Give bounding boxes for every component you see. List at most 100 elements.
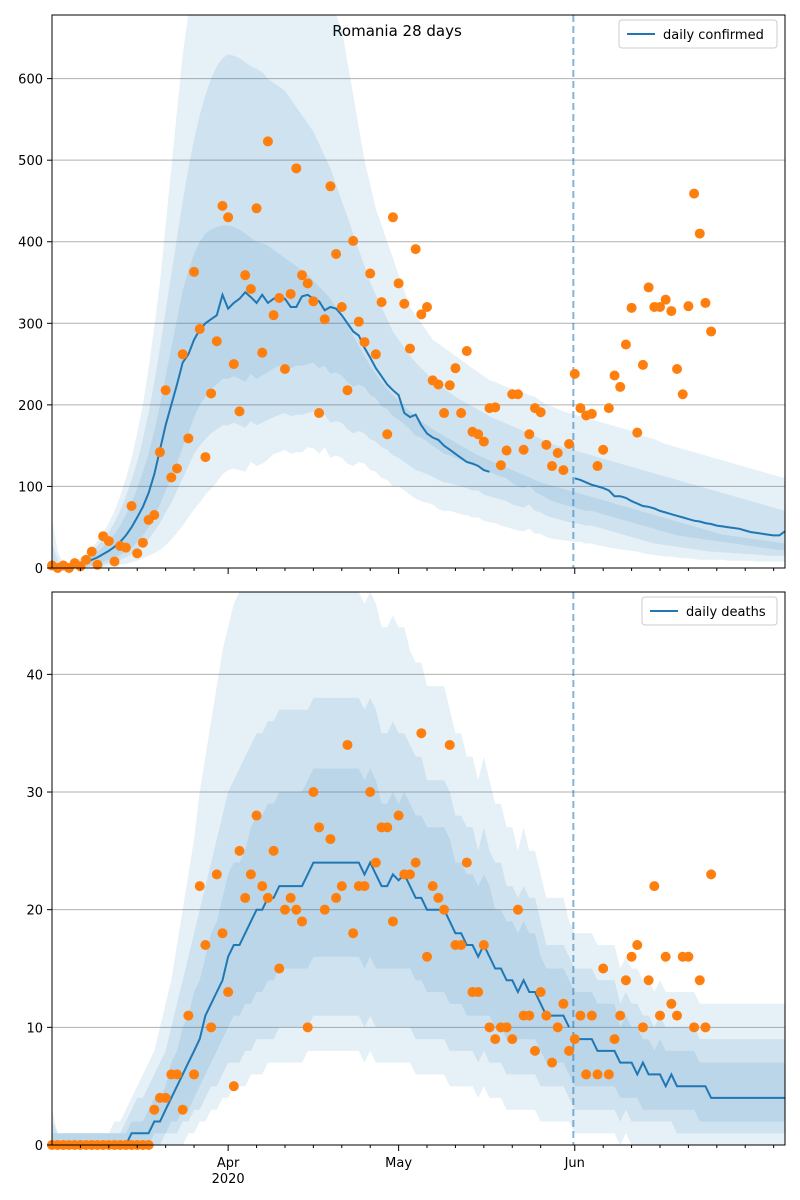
deaths-data-point <box>564 1045 575 1056</box>
deaths-data-point <box>200 939 211 950</box>
confirmed-data-point <box>194 324 205 335</box>
confirmed-data-point <box>120 542 131 553</box>
y-tick-label: 600 <box>18 73 43 88</box>
confirmed-data-point <box>137 537 148 548</box>
confirmed-data-point <box>564 439 575 450</box>
deaths-data-point <box>314 822 325 833</box>
confirmed-data-point <box>433 379 444 390</box>
confirmed-data-point <box>353 316 364 327</box>
confirmed-panel: 0 100 200 300 400 500 600 daily confirmed <box>18 14 786 577</box>
deaths-data-point <box>512 904 523 915</box>
confirmed-data-point <box>586 408 597 419</box>
confirmed-data-point <box>262 136 273 147</box>
deaths-data-point <box>427 881 438 892</box>
y-tick-label: 100 <box>18 480 43 495</box>
confirmed-data-point <box>439 408 450 419</box>
deaths-data-point <box>228 1081 239 1092</box>
deaths-data-point <box>654 1010 665 1021</box>
confirmed-data-point <box>132 548 143 559</box>
confirmed-data-point <box>172 463 183 474</box>
deaths-data-point <box>325 834 336 845</box>
deaths-data-point <box>484 1022 495 1033</box>
figure-title: Romania 28 days <box>332 22 462 40</box>
deaths-data-point <box>387 916 398 927</box>
deaths-data-point <box>189 1069 200 1080</box>
deaths-data-point <box>592 1069 603 1080</box>
deaths-data-point <box>206 1022 217 1033</box>
deaths-data-point <box>291 904 302 915</box>
deaths-legend-label: daily deaths <box>686 605 766 620</box>
deaths-data-point <box>524 1010 535 1021</box>
deaths-data-point <box>689 1022 700 1033</box>
deaths-data-point <box>598 963 609 974</box>
y-tick-label: 20 <box>26 904 43 919</box>
deaths-data-point <box>581 1069 592 1080</box>
confirmed-data-point <box>598 444 609 455</box>
confirmed-data-point <box>154 447 165 458</box>
confirmed-data-point <box>274 293 285 304</box>
confirmed-data-point <box>666 306 677 317</box>
deaths-data-point <box>359 881 370 892</box>
confirmed-band-2 <box>52 54 785 568</box>
confirmed-data-point <box>393 278 404 289</box>
deaths-data-point <box>279 904 290 915</box>
deaths-data-point <box>672 1010 683 1021</box>
y-tick-label: 0 <box>35 1139 43 1154</box>
confirmed-data-point <box>81 554 92 565</box>
confirmed-data-point <box>456 408 467 419</box>
confirmed-data-point <box>86 546 97 557</box>
confirmed-data-point <box>706 326 717 337</box>
confirmed-data-point <box>268 310 279 321</box>
confirmed-data-point <box>245 284 256 295</box>
deaths-legend-box <box>641 596 778 626</box>
deaths-data-point <box>240 892 251 903</box>
deaths-data-point <box>660 951 671 962</box>
deaths-data-point <box>478 939 489 950</box>
confirmed-data-point <box>251 203 262 214</box>
confirmed-data-point <box>319 314 330 325</box>
confirmed-data-point <box>166 472 177 483</box>
confirmed-data-point <box>512 389 523 400</box>
y-tick-label: 30 <box>26 786 43 801</box>
deaths-data-point <box>626 951 637 962</box>
confirmed-data-point <box>609 370 620 381</box>
confirmed-data-point <box>654 301 665 312</box>
deaths-data-point <box>569 1034 580 1045</box>
confirmed-data-point <box>302 278 313 289</box>
deaths-data-point <box>439 904 450 915</box>
y-tick-label: 0 <box>35 562 43 577</box>
x-tick-label: May <box>385 1156 412 1171</box>
confirmed-data-point <box>189 266 200 277</box>
confirmed-data-point <box>365 268 376 279</box>
deaths-data-point <box>234 845 245 856</box>
confirmed-data-point <box>291 163 302 174</box>
confirmed-data-point <box>177 349 188 360</box>
deaths-data-point <box>268 845 279 856</box>
confirmed-data-point <box>331 248 342 259</box>
confirmed-data-point <box>103 536 114 547</box>
confirmed-data-point <box>200 452 211 463</box>
deaths-data-point <box>302 1022 313 1033</box>
deaths-data-point <box>149 1104 160 1115</box>
confirmed-data-point <box>342 385 353 396</box>
deaths-data-point <box>609 1034 620 1045</box>
confirmed-data-point <box>422 301 433 312</box>
deaths-data-point <box>706 869 717 880</box>
deaths-data-point <box>217 928 228 939</box>
deaths-data-point <box>245 869 256 880</box>
confirmed-data-point <box>336 301 347 312</box>
confirmed-data-point <box>325 181 336 192</box>
deaths-band-1 <box>52 592 785 1145</box>
confirmed-data-point <box>700 297 711 308</box>
confirmed-data-point <box>308 296 319 307</box>
deaths-data-point <box>410 857 421 868</box>
confirmed-data-point <box>149 509 160 520</box>
y-tick-label: 40 <box>26 668 43 683</box>
confirmed-data-point <box>279 363 290 374</box>
confirmed-data-point <box>592 461 603 472</box>
deaths-data-point <box>620 975 631 986</box>
confirmed-data-point <box>75 561 86 572</box>
deaths-data-point <box>285 892 296 903</box>
deaths-data-point <box>529 1045 540 1056</box>
